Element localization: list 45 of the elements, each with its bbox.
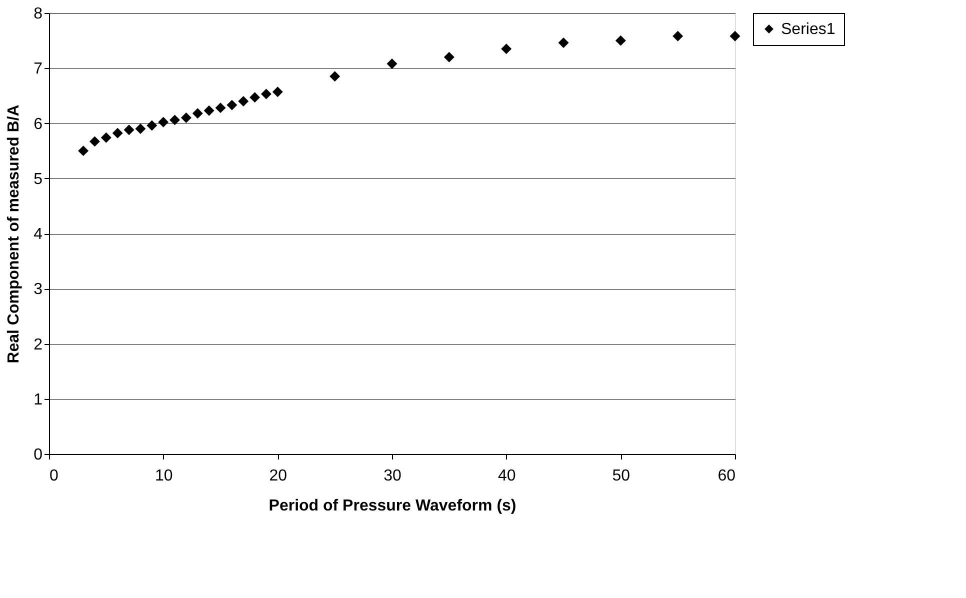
point: [170, 114, 180, 126]
point: [112, 128, 123, 138]
point: [146, 120, 158, 131]
point: [204, 105, 214, 116]
y-tick-label: 6: [34, 116, 43, 133]
point: [238, 96, 249, 106]
point: [272, 86, 283, 98]
y-tick-label: 5: [34, 170, 43, 188]
point: [192, 108, 203, 119]
y-tick-label: 7: [34, 60, 43, 78]
point: [250, 92, 260, 103]
legend-label: Series1: [781, 21, 836, 38]
y-tick-label: 1: [34, 391, 43, 408]
point: [444, 52, 454, 62]
point: [158, 116, 169, 128]
x-tick-label: 50: [612, 468, 630, 484]
x-tick-label: 40: [498, 468, 516, 484]
point: [730, 30, 740, 42]
point: [501, 44, 512, 54]
point: [124, 124, 134, 136]
x-tick-label: 20: [269, 468, 288, 484]
point: [615, 35, 626, 46]
y-tick-label: 4: [34, 226, 43, 243]
x-tick-label: 0: [50, 468, 58, 484]
point: [78, 146, 89, 156]
x-tick-label: 60: [718, 468, 736, 484]
point: [330, 71, 340, 82]
point: [558, 38, 569, 48]
y-tick-label: 2: [34, 336, 43, 354]
y-tick-label: 8: [34, 6, 43, 22]
x-axis-title: Period of Pressure Waveform (s): [268, 498, 516, 514]
y-axis-title: Real Component of measured B/A: [6, 104, 23, 364]
point: [386, 58, 398, 69]
y-tick-label: 0: [34, 446, 43, 464]
x-tick-label: 10: [154, 468, 173, 484]
y-tick-label: 3: [34, 281, 43, 298]
point: [135, 124, 146, 134]
point: [100, 132, 112, 143]
point: [226, 100, 238, 110]
point: [89, 136, 100, 147]
point: [215, 102, 226, 114]
point: [180, 112, 192, 123]
x-tick-label: 30: [384, 468, 402, 484]
point: [672, 30, 684, 42]
point: [260, 88, 272, 100]
